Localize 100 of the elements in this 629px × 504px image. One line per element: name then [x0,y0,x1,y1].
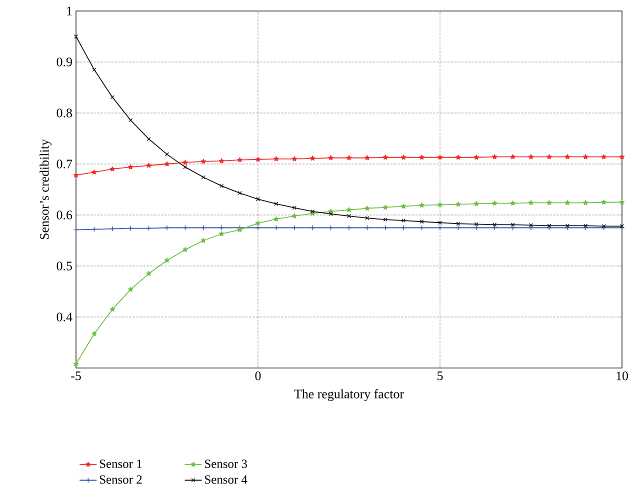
point [128,286,134,292]
point [274,216,279,222]
y-axis-title: Sensor’s credibility [40,139,52,240]
point [201,175,206,180]
point [438,220,442,225]
point [619,154,625,160]
point [582,200,588,206]
point [164,152,170,156]
point [528,223,534,228]
point [255,225,261,230]
point [92,331,97,336]
point [238,191,242,196]
point [182,225,188,230]
point [128,226,134,232]
point [492,154,498,160]
point [474,222,478,226]
point [455,225,461,230]
point [400,225,406,230]
point [274,202,278,206]
point [110,306,116,312]
point [619,200,625,205]
legend-label: Sensor 1 [100,460,142,468]
point [364,155,370,160]
point [546,225,552,230]
point [400,204,406,209]
point [492,225,498,230]
legend-label: Sensor 2 [100,475,142,484]
point [218,225,224,230]
point [365,216,370,220]
point [255,156,261,162]
point [164,258,170,263]
point [183,165,188,170]
point [564,200,570,206]
point [419,154,424,160]
point [146,226,152,232]
point [492,222,497,227]
point [546,200,552,206]
point [400,154,406,160]
point [437,225,443,230]
point [110,226,116,232]
point [528,154,534,160]
point [456,222,460,226]
x-tick-label: 5 [438,372,443,380]
point [328,155,334,160]
point [346,155,352,160]
point [510,154,516,160]
point [601,200,606,205]
point [91,226,97,232]
point [346,225,352,230]
point [218,158,224,164]
point [456,202,461,207]
point [564,154,570,160]
point [237,157,242,162]
point [584,224,588,228]
point [565,224,570,228]
point [420,220,424,224]
legend-label: Sensor 4 [205,475,248,484]
x-tick-label: 10 [616,372,628,380]
point [164,225,170,230]
point [218,231,224,236]
point [546,154,552,160]
point [582,154,588,160]
point [547,224,552,228]
y-tick-label: 1 [67,6,72,16]
point [200,225,206,230]
point [492,200,498,206]
y-tick-label: 0.9 [56,58,72,66]
point [256,197,260,202]
point [220,184,224,188]
point [346,214,352,218]
x-tick-label: 0 [255,372,261,380]
point [182,160,188,165]
point [274,156,279,162]
point [510,222,515,227]
point [402,218,406,223]
x-tick-label: -5 [71,372,81,380]
point [292,225,298,230]
y-tick-label: 0.6 [56,210,72,220]
point [73,172,79,178]
point [601,154,606,160]
point [292,156,298,162]
point [146,270,152,276]
point [382,225,388,230]
point [510,225,516,230]
y-tick-label: 0.7 [56,160,72,168]
point [200,158,206,164]
point [382,154,388,160]
point [437,202,443,208]
y-tick-label: 0.4 [56,312,72,322]
point [73,361,79,366]
y-tick-label: 0.5 [56,262,72,270]
point [310,225,316,230]
point [364,225,370,230]
point [182,246,188,252]
point [110,95,114,100]
point [528,225,534,230]
x-axis-title: The regulatory factor [294,389,404,402]
point [292,206,296,210]
point [382,204,388,210]
point [146,136,151,142]
